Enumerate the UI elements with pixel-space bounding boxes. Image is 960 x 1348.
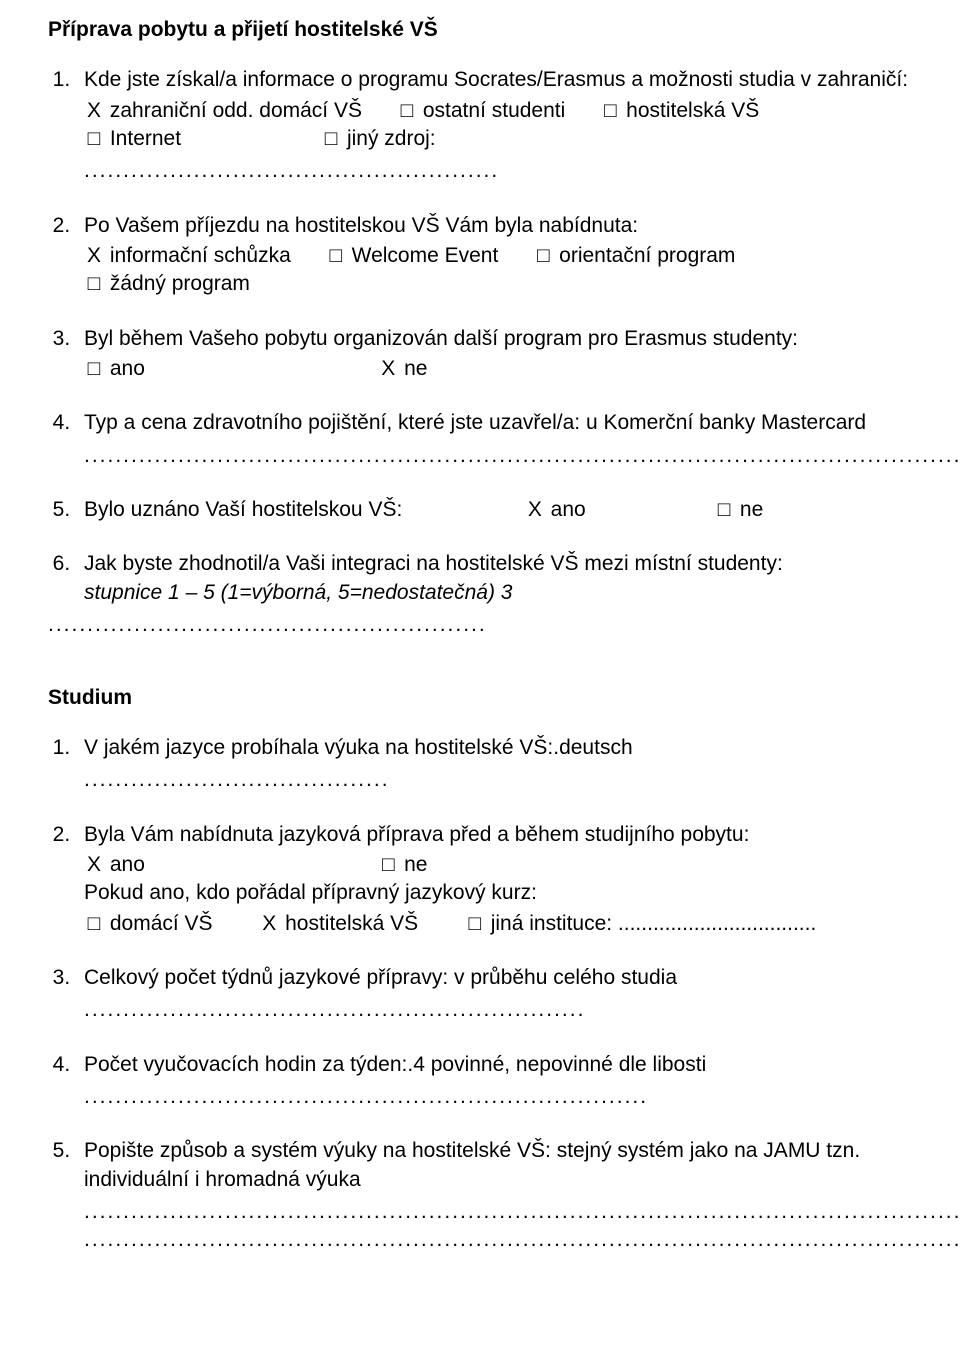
q1: Kde jste získal/a informace o programu S… bbox=[76, 66, 912, 185]
q5-text: Bylo uznáno Vaší hostitelskou VŠ: bbox=[84, 498, 402, 521]
q2-opt-welcome: □ Welcome Event bbox=[326, 242, 499, 270]
q2-opt-orientacni: □ orientační program bbox=[533, 242, 735, 270]
q6-dots: ........................................… bbox=[48, 611, 912, 639]
q2-text: Po Vašem příjezdu na hostitelskou VŠ Vám… bbox=[84, 214, 638, 237]
q4-dots: ........................................… bbox=[84, 442, 912, 470]
s2-q2-opt-jina: □ jiná instituce: ......................… bbox=[465, 910, 816, 938]
q5-opt-ano: X ano bbox=[525, 496, 586, 524]
s2-q4: Počet vyučovacích hodin za týden:.4 povi… bbox=[76, 1051, 912, 1112]
q1-dots: ........................................… bbox=[84, 157, 912, 185]
section-1-list: Kde jste získal/a informace o programu S… bbox=[76, 66, 912, 639]
s2-q5-dots1: ........................................… bbox=[84, 1198, 912, 1226]
q4: Typ a cena zdravotního pojištění, které … bbox=[76, 409, 912, 470]
s2-q2-opt-ano: X ano bbox=[84, 851, 145, 879]
q1-opt-ostatni: □ ostatní studenti bbox=[397, 97, 565, 125]
s2-q2-opt-hostitelska: X hostitelská VŠ bbox=[259, 910, 418, 938]
s2-q3-dots: ........................................… bbox=[84, 996, 912, 1024]
s2-q1: V jakém jazyce probíhala výuka na hostit… bbox=[76, 734, 912, 795]
s2-q3-text: Celkový počet týdnů jazykové přípravy: v… bbox=[84, 966, 677, 989]
s2-q2-opt-ne: □ ne bbox=[378, 851, 427, 879]
q2-opt-zadny: □ žádný program bbox=[84, 270, 250, 298]
s2-q5-dots2: ........................................… bbox=[84, 1226, 912, 1254]
q3-text: Byl během Vašeho pobytu organizován dalš… bbox=[84, 327, 798, 350]
s2-q5: Popište způsob a systém výuky na hostite… bbox=[76, 1137, 912, 1254]
s2-q2: Byla Vám nabídnuta jazyková příprava pře… bbox=[76, 821, 912, 938]
q6: Jak byste zhodnotil/a Vaši integraci na … bbox=[76, 550, 912, 639]
q5: Bylo uznáno Vaší hostitelskou VŠ: X ano … bbox=[76, 496, 912, 524]
s2-q5-text: Popište způsob a systém výuky na hostite… bbox=[84, 1139, 860, 1190]
q1-opt-internet: □ Internet bbox=[84, 125, 181, 153]
s2-q1-dots: ....................................... bbox=[84, 766, 912, 794]
q1-opt-jiny: □ jiný zdroj: bbox=[321, 125, 436, 153]
document-page: Příprava pobytu a přijetí hostitelské VŠ… bbox=[0, 0, 960, 1329]
s2-q2-opt-domaci: □ domácí VŠ bbox=[84, 910, 213, 938]
q2-opt-schuzka: X informační schůzka bbox=[84, 242, 291, 270]
s2-q1-text: V jakém jazyce probíhala výuka na hostit… bbox=[84, 736, 633, 759]
q3: Byl během Vašeho pobytu organizován dalš… bbox=[76, 325, 912, 384]
q6-text: Jak byste zhodnotil/a Vaši integraci na … bbox=[84, 552, 783, 575]
q6-sub: stupnice 1 – 5 (1=výborná, 5=nedostatečn… bbox=[84, 581, 512, 604]
section-title-priprava: Příprava pobytu a přijetí hostitelské VŠ bbox=[48, 16, 912, 44]
section-title-studium: Studium bbox=[48, 684, 912, 712]
section-2-list: V jakém jazyce probíhala výuka na hostit… bbox=[76, 734, 912, 1255]
q1-opt-hostitelska: □ hostitelská VŠ bbox=[600, 97, 759, 125]
s2-q4-text: Počet vyučovacích hodin za týden:.4 povi… bbox=[84, 1053, 706, 1076]
q2: Po Vašem příjezdu na hostitelskou VŠ Vám… bbox=[76, 212, 912, 299]
q4-text: Typ a cena zdravotního pojištění, které … bbox=[84, 411, 866, 434]
q3-opt-ne: X ne bbox=[378, 355, 427, 383]
q3-opt-ano: □ ano bbox=[84, 355, 145, 383]
s2-q4-dots: ........................................… bbox=[84, 1083, 912, 1111]
q1-text: Kde jste získal/a informace o programu S… bbox=[84, 68, 908, 91]
q5-opt-ne: □ ne bbox=[714, 496, 763, 524]
s2-q2-text: Byla Vám nabídnuta jazyková příprava pře… bbox=[84, 823, 749, 846]
q1-opt-zahranicni: X zahraniční odd. domácí VŠ bbox=[84, 97, 362, 125]
s2-q2-sub: Pokud ano, kdo pořádal přípravný jazykov… bbox=[84, 879, 912, 907]
s2-q3: Celkový počet týdnů jazykové přípravy: v… bbox=[76, 964, 912, 1025]
